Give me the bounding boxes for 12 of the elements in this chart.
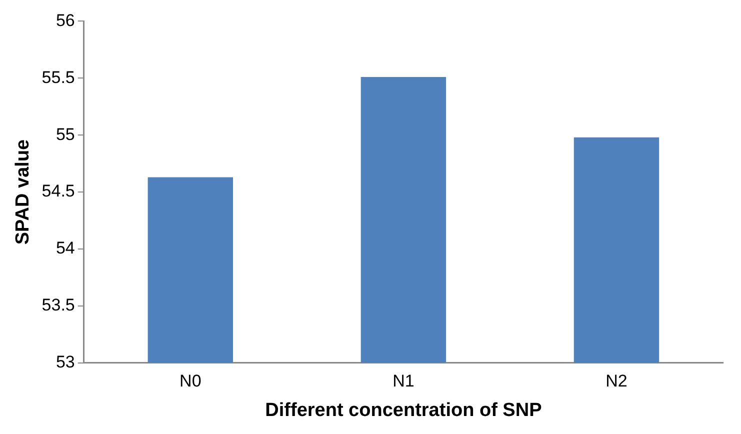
- y-axis-title: SPAD value: [12, 139, 34, 245]
- y-tick-label: 55: [56, 124, 75, 144]
- y-tick-label: 54.5: [42, 182, 75, 201]
- y-tick-label: 53.5: [42, 296, 75, 315]
- x-tick-label: N0: [180, 372, 202, 391]
- x-tick-label: N2: [606, 372, 628, 391]
- y-tick-label: 56: [56, 10, 75, 30]
- y-tick-label: 53: [56, 352, 75, 372]
- x-axis-title: Different concentration of SNP: [265, 400, 542, 421]
- y-tick-label: 55.5: [42, 68, 75, 87]
- x-tick-label: N1: [392, 372, 414, 391]
- y-tick-label: 54: [56, 238, 75, 258]
